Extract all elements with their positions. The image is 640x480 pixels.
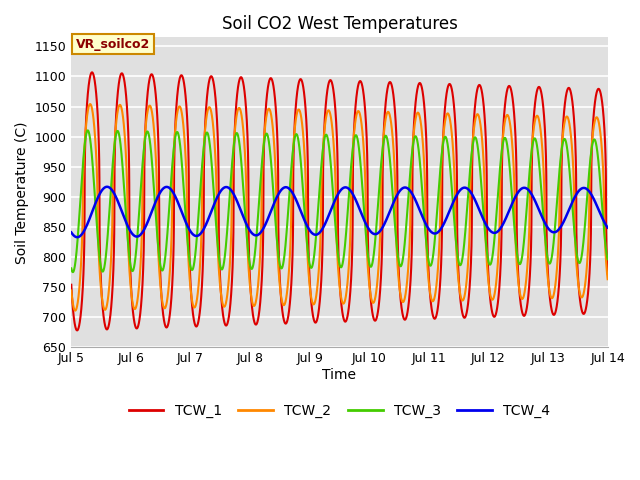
Title: Soil CO2 West Temperatures: Soil CO2 West Temperatures [221,15,458,33]
TCW_3 [468,150,476,156]
TCW_2 [389,141,397,147]
TCW_2 [604,276,611,282]
TCW_2 [468,153,476,158]
TCW_4 [509,200,516,206]
TCW_1 [165,318,173,324]
TCW_3 [417,164,424,169]
TCW_1 [417,81,424,86]
TCW_4 [273,195,280,201]
TCW_4 [103,184,111,190]
TCW_1 [273,115,280,121]
TCW_4 [604,225,611,230]
TCW_2 [67,288,75,293]
TCW_2 [273,214,280,220]
TCW_2 [417,117,424,122]
TCW_4 [417,209,424,215]
TCW_3 [84,128,92,133]
TCW_2 [165,281,173,287]
TCW_1 [389,90,397,96]
Line: TCW_4: TCW_4 [71,187,607,237]
TCW_3 [69,269,77,275]
Line: TCW_1: TCW_1 [71,72,607,330]
TCW_3 [389,198,397,204]
TCW_3 [273,231,280,237]
TCW_1 [604,271,611,276]
TCW_3 [67,265,75,271]
TCW_1 [88,70,96,75]
TCW_4 [468,191,476,197]
TCW_1 [509,95,516,100]
Text: VR_soilco2: VR_soilco2 [76,37,150,50]
TCW_3 [509,200,516,205]
TCW_3 [165,209,173,215]
Line: TCW_3: TCW_3 [71,131,607,272]
TCW_4 [67,229,75,235]
Y-axis label: Soil Temperature (C): Soil Temperature (C) [15,121,29,264]
Legend: TCW_1, TCW_2, TCW_3, TCW_4: TCW_1, TCW_2, TCW_3, TCW_4 [123,398,556,423]
TCW_2 [72,308,79,313]
TCW_4 [389,201,397,206]
X-axis label: Time: Time [323,368,356,382]
TCW_2 [509,144,516,150]
TCW_1 [67,282,75,288]
TCW_1 [73,327,81,333]
TCW_4 [74,234,81,240]
TCW_2 [86,101,94,107]
Line: TCW_2: TCW_2 [71,104,607,311]
TCW_1 [468,233,476,239]
TCW_4 [165,185,173,191]
TCW_3 [604,256,611,262]
